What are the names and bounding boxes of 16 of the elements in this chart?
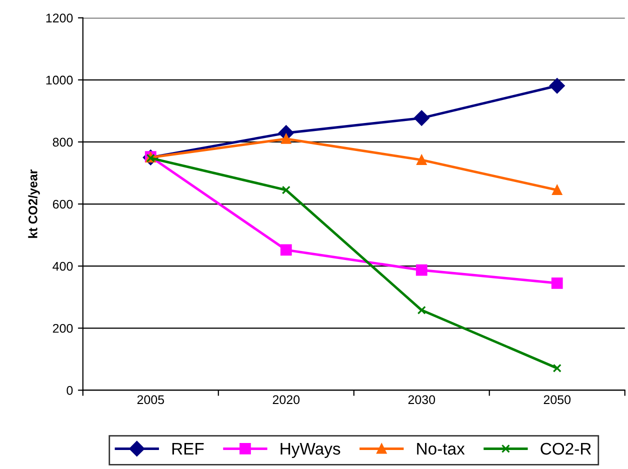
legend-label: No-tax (417, 443, 465, 455)
legend-label: CO2-R (540, 442, 591, 455)
y-tick-label: 0 (66, 386, 73, 395)
y-tick-label: 1200 (46, 14, 73, 22)
x-tick-label: 2020 (272, 395, 300, 404)
y-tick-label: 1000 (46, 76, 73, 85)
y-axis-title: kt CO2/year (28, 169, 40, 238)
y-tick-label: 800 (52, 138, 73, 147)
y-tick-label: 600 (52, 200, 73, 209)
x-tick-label: 2030 (408, 395, 436, 404)
y-tick-label: 400 (52, 262, 73, 271)
y-tick-label: 200 (52, 324, 73, 333)
x-tick-label: 2005 (137, 395, 164, 404)
x-tick-label: 2050 (544, 395, 571, 404)
legend-label: HyWays (280, 443, 340, 458)
legend-label: REF (172, 443, 204, 455)
